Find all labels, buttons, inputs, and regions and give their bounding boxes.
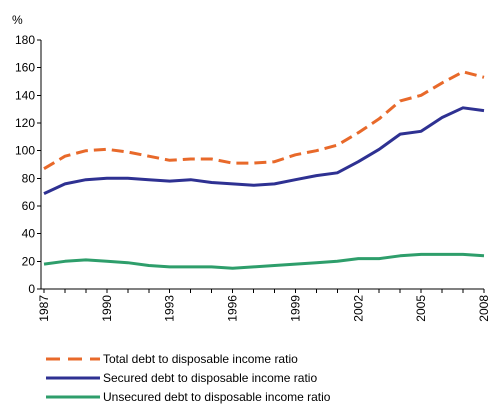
series-line-2: [43, 106, 485, 195]
legend-label: Unsecured debt to disposable income rati…: [103, 390, 331, 404]
y-axis-ticks: 0 20 40 60 80 100 120 140 160 180: [15, 33, 41, 296]
series-line-3: [43, 252, 485, 270]
x-tick-label: 2005: [414, 295, 428, 322]
series-line-1: [43, 70, 485, 170]
legend: Total debt to disposable income ratio Sec…: [46, 352, 331, 404]
x-tick-label: 1996: [226, 295, 240, 322]
y-tick-label: 40: [22, 227, 36, 241]
y-tick-label: 80: [22, 171, 36, 185]
x-axis-ticks: 1987 1990 1993 1996 1999 2002 2005 2008: [37, 289, 489, 322]
y-tick-label: 160: [15, 61, 35, 75]
y-tick-label: 120: [15, 116, 35, 130]
y-tick-label: 60: [22, 199, 36, 213]
legend-label: Total debt to disposable income ratio: [103, 352, 298, 366]
x-tick-label: 1987: [37, 295, 51, 322]
y-tick-label: 20: [22, 254, 36, 268]
y-tick-label: 100: [15, 144, 35, 158]
series-layer: [43, 70, 485, 270]
x-tick-label: 2008: [477, 295, 489, 322]
x-tick-label: 1990: [100, 295, 114, 322]
y-tick-label: 180: [15, 33, 35, 47]
y-tick-label: 140: [15, 88, 35, 102]
legend-label: Secured debt to disposable income ratio: [103, 371, 317, 385]
y-tick-label: 0: [28, 282, 35, 296]
x-tick-label: 1999: [288, 295, 302, 322]
x-tick-label: 2002: [351, 295, 365, 322]
y-axis-unit-label: %: [12, 13, 23, 27]
x-tick-label: 1993: [163, 295, 177, 322]
